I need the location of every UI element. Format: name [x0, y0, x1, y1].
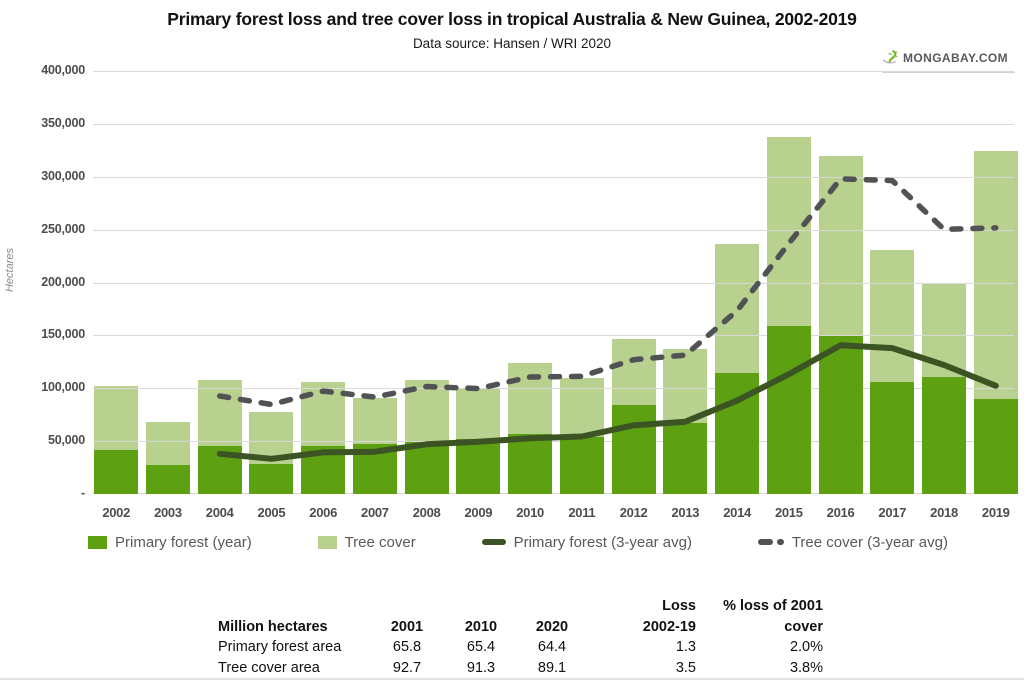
bar-primary-forest-year-2002 — [94, 449, 139, 494]
x-tick-label-2013: 2013 — [671, 505, 700, 520]
legend-label-tree-cover: Tree cover — [344, 533, 416, 551]
table-row-treecover-loss: 3.5 — [675, 659, 696, 676]
mongabay-logo[interactable]: MONGABAY.COM — [882, 49, 1015, 73]
table-row-treecover-2020: 89.1 — [537, 659, 567, 676]
table-header-2001: 2001 — [390, 618, 424, 635]
table-row-primary-label: Primary forest area — [218, 639, 342, 655]
bar-primary-forest-year-2003 — [145, 465, 190, 494]
table-header-cover: cover — [784, 618, 823, 635]
table-row-treecover-pct: 3.8% — [789, 659, 823, 676]
bar-primary-forest-year-2019 — [973, 398, 1018, 494]
x-tick-label-2019: 2019 — [981, 505, 1010, 520]
x-axis-labels: 2002 2003 2004 2005 2006 2007 2008 2009 2010 2011… — [93, 505, 1014, 521]
table-row-primary-loss: 1.3 — [675, 639, 696, 655]
chart-subtitle: Data source: Hansen / WRI 2020 — [412, 36, 612, 51]
gridline-350000 — [93, 123, 1014, 125]
y-tick-label-350000: 350,000 — [41, 115, 85, 130]
bar-primary-forest-year-2005 — [249, 464, 294, 494]
legend-label-primary-forest-year: Primary forest (year) — [115, 533, 252, 551]
legend-item-primary-forest-avg: Primary forest (3-year avg) — [481, 533, 692, 551]
gridline-200000 — [93, 282, 1014, 284]
bar-primary-forest-year-2016 — [818, 336, 863, 494]
bar-primary-forest-year-2006 — [301, 446, 346, 494]
legend-swatch-tree-cover — [317, 535, 337, 549]
table-row-treecover-2001: 92.7 — [392, 659, 422, 676]
gecko-icon — [882, 49, 900, 67]
x-tick-label-2008: 2008 — [412, 505, 441, 520]
x-tick-label-2010: 2010 — [516, 505, 544, 520]
bar-primary-forest-year-2015 — [766, 325, 811, 494]
bar-primary-forest-year-2014 — [715, 373, 760, 494]
x-tick-label-2005: 2005 — [257, 505, 286, 520]
legend-swatch-primary-forest-avg — [481, 539, 506, 545]
bar-primary-forest-year-2012 — [611, 405, 656, 494]
bar-primary-forest-year-2011 — [559, 436, 604, 494]
x-tick-label-2002: 2002 — [102, 505, 131, 520]
y-tick-label-0: - — [81, 486, 85, 500]
y-axis-title: Hectares — [4, 247, 16, 293]
x-tick-label-2004: 2004 — [205, 505, 234, 520]
table-header-loss-range: 2002-19 — [642, 618, 696, 635]
table-header-2010: 2010 — [464, 618, 498, 635]
x-tick-label-2003: 2003 — [154, 505, 182, 520]
summary-table: Loss % loss of 2001 Million hectares 200… — [218, 596, 823, 678]
chart-title: Primary forest loss and tree cover loss … — [167, 9, 857, 29]
bar-primary-forest-year-2008 — [404, 442, 449, 494]
y-tick-label-200000: 200,000 — [41, 274, 85, 289]
x-tick-label-2018: 2018 — [930, 505, 958, 520]
table-row-primary-2010: 65.4 — [466, 639, 496, 655]
legend-swatch-primary-forest-year — [88, 535, 107, 549]
x-tick-label-2012: 2012 — [619, 505, 648, 520]
gridline-250000 — [93, 229, 1014, 231]
legend-item-primary-forest-year: Primary forest (year) — [88, 534, 252, 551]
y-tick-label-100000: 100,000 — [41, 380, 85, 395]
table-row-treecover-2010: 91.3 — [466, 659, 496, 676]
legend-item-tree-cover-avg: Tree cover (3-year avg) — [757, 533, 948, 551]
bar-primary-forest-year-2007 — [352, 444, 397, 494]
table-row-primary-2001: 65.8 — [392, 639, 422, 655]
x-tick-label-2011: 2011 — [568, 505, 596, 520]
x-tick-label-2014: 2014 — [723, 505, 751, 520]
table-row-primary-2020: 64.4 — [537, 639, 567, 655]
y-tick-label-250000: 250,000 — [41, 221, 85, 236]
legend-label-primary-forest-avg: Primary forest (3-year avg) — [513, 533, 692, 551]
table-top-header-pct: % loss of 2001 — [723, 598, 823, 614]
x-tick-label-2015: 2015 — [774, 505, 803, 520]
gridline-400000 — [93, 71, 1014, 72]
y-tick-label-150000: 150,000 — [41, 327, 85, 342]
bar-primary-forest-year-2018 — [922, 376, 967, 494]
gridline-150000 — [93, 335, 1014, 337]
gridline-300000 — [93, 176, 1014, 178]
mongabay-logo-text: MONGABAY.COM — [903, 51, 1009, 65]
table-row-treecover-label: Tree cover area — [218, 659, 320, 676]
bar-primary-forest-year-2013 — [663, 423, 708, 494]
bar-primary-forest-year-2009 — [456, 439, 501, 494]
x-tick-label-2006: 2006 — [309, 505, 338, 520]
y-tick-label-300000: 300,000 — [41, 168, 85, 183]
x-tick-label-2009: 2009 — [464, 505, 493, 520]
y-tick-label-50000: 50,000 — [47, 433, 85, 448]
table-top-header-loss: Loss — [662, 598, 696, 614]
x-tick-label-2017: 2017 — [878, 505, 907, 520]
gridline-0 — [93, 493, 1014, 494]
x-tick-label-2016: 2016 — [826, 505, 855, 520]
table-header-2020: 2020 — [535, 618, 569, 635]
legend: Primary forest (year) Tree cover Primary… — [88, 530, 948, 554]
table-row-primary-pct: 2.0% — [789, 639, 823, 655]
y-tick-label-400000: 400,000 — [41, 63, 85, 77]
bottom-divider — [0, 678, 1024, 680]
bar-primary-forest-year-2010 — [508, 433, 553, 494]
table-header-units: Million hectares — [218, 618, 328, 635]
legend-label-tree-cover-avg: Tree cover (3-year avg) — [791, 533, 948, 551]
legend-swatch-tree-cover-avg — [757, 539, 784, 545]
bar-primary-forest-year-2017 — [870, 381, 915, 494]
x-tick-label-2007: 2007 — [361, 505, 389, 520]
bar-primary-forest-year-2004 — [197, 446, 242, 494]
legend-item-tree-cover: Tree cover — [317, 533, 416, 551]
plot-area — [93, 71, 1018, 494]
